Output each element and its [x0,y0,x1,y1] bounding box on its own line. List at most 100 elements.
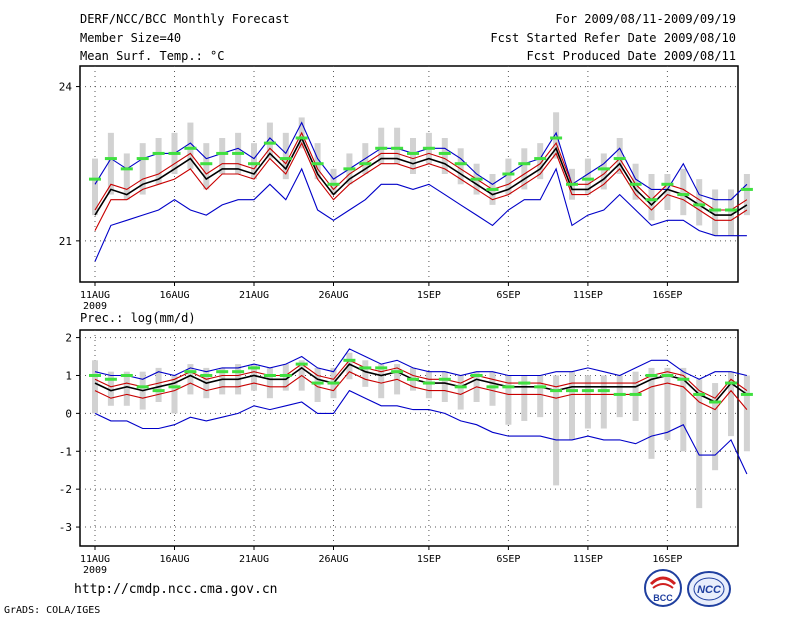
obs-mark [661,182,674,186]
range-bar [648,367,655,459]
range-bar [712,189,719,236]
obs-mark [597,389,610,393]
range-bar [728,371,734,437]
series-line-upper [94,131,748,211]
x-tick-label: 6SEP [496,290,520,301]
range-bar [155,367,162,402]
obs-mark [470,373,483,377]
obs-mark [581,177,594,181]
obs-mark [295,136,308,140]
obs-mark [566,389,578,393]
obs-mark [168,385,181,389]
range-bar [569,371,575,440]
range-bar [425,371,432,399]
series-line-mean [94,363,748,403]
obs-mark [613,157,626,161]
obs-mark [502,172,515,176]
range-bar [282,364,289,391]
obs-mark [152,151,165,155]
range-bar [346,352,353,380]
series-line-upper [94,359,748,399]
obs-mark [518,162,531,166]
range-bar [219,367,226,395]
range-bar [251,143,257,180]
obs-mark [581,389,594,393]
ncc-logo-text: NCC [697,584,722,596]
obs-mark [359,366,372,370]
obs-mark [295,362,308,366]
range-bar [457,375,464,410]
range-bar [203,143,210,190]
source-url[interactable]: http://cmdp.ncc.cma.gov.cn [74,582,278,597]
range-bar [616,375,623,418]
bcc-logo-text: BCC [653,593,673,603]
obs-mark [89,373,101,377]
obs-mark [359,162,372,166]
range-bar [664,174,671,210]
y-tick-label: 2 [65,332,72,345]
obs-mark [120,167,133,171]
range-bar [123,153,130,200]
x-tick-label: 16SEP [652,554,682,565]
obs-mark [550,136,563,140]
forecast-period: For 2009/08/11-2009/09/19 [555,12,736,26]
obs-mark [470,177,483,181]
range-bar [139,143,146,195]
obs-mark [104,377,117,381]
range-bar [410,138,416,174]
obs-mark [248,366,260,370]
range-bar [314,367,321,402]
obs-mark [661,373,674,377]
y-tick-label: 1 [65,369,72,382]
obs-mark [645,198,658,202]
obs-mark [343,358,356,362]
obs-mark [391,370,404,374]
y-tick-label: -1 [59,445,72,458]
range-bar [92,360,98,414]
y-tick-label: 0 [65,407,72,420]
chart-title: DERF/NCC/BCC Monthly Forecast [80,12,290,26]
obs-mark [200,162,213,166]
obs-mark [438,151,451,155]
obs-mark [693,392,706,396]
range-bar [696,179,703,226]
range-bar [743,375,750,452]
obs-mark [232,151,245,155]
range-bar [107,132,114,195]
obs-mark [120,373,133,377]
range-bar [282,132,289,180]
obs-mark [136,385,149,389]
obs-mark [327,381,340,385]
obs-mark [693,203,706,207]
range-bar [362,360,369,387]
obs-mark [709,400,722,404]
obs-mark [152,389,165,393]
obs-mark [502,385,515,389]
x-tick-label: 16AUG [159,290,189,301]
range-bar [187,364,194,395]
range-bar [728,189,734,236]
obs-mark [391,146,404,150]
range-bar [441,371,448,402]
x-year-label: 2009 [83,301,107,312]
series-line-max [94,348,748,380]
obs-mark [534,157,547,161]
range-bar [251,364,257,391]
ncc-logo: NCC [686,570,732,608]
range-bar [394,127,401,164]
obs-mark [263,141,276,145]
obs-mark [104,157,117,161]
x-tick-label: 11SEP [573,554,603,565]
range-bar [187,122,194,169]
obs-mark [279,373,292,377]
series-line-lower [94,141,748,231]
obs-mark [566,182,578,186]
precip-title: Prec.: log(mm/d) [80,311,196,325]
range-bar [664,367,671,440]
range-bar [632,163,639,200]
obs-mark [518,381,531,385]
range-bar [584,375,591,429]
obs-mark [168,151,181,155]
range-bar [92,158,98,216]
range-bar [584,158,591,195]
